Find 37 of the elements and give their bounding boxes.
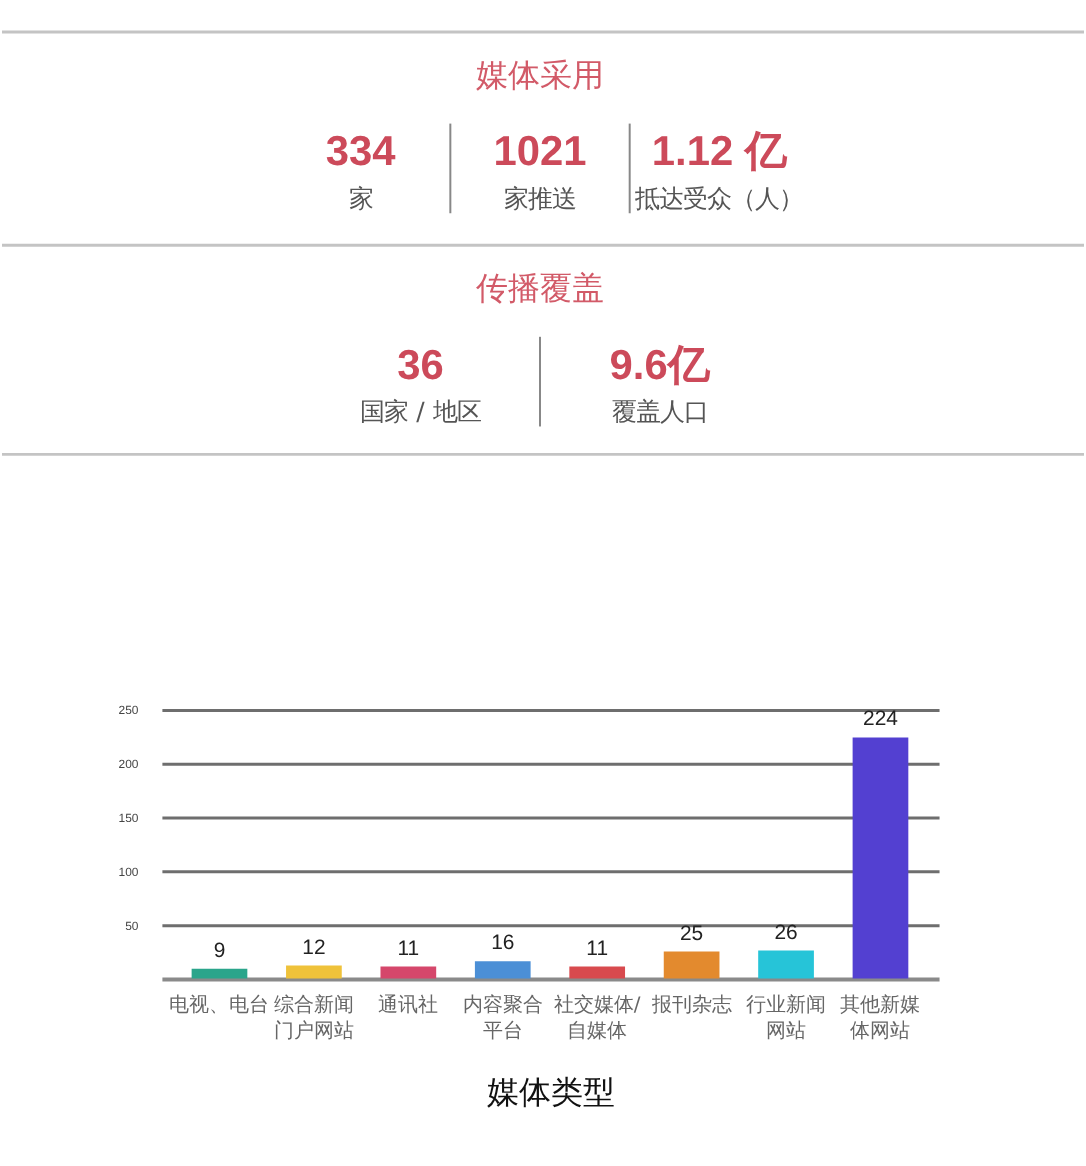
x-tick-label: 社交媒体/自媒体 [553,993,642,1044]
bar [191,968,248,979]
bar [569,966,626,979]
x-tick-label: 行业新闻网站 [746,993,827,1044]
text: 1021 [493,129,588,176]
x-tick-label: 电视、电台 [169,993,270,1018]
data-label: 11 [586,938,609,961]
text: 1.12 亿 [651,129,789,176]
text: 抵达受众（人） [633,183,804,214]
text: 9.6亿 [609,342,712,389]
bar [474,961,531,979]
bar [758,950,814,979]
bar [286,965,342,979]
x-tick-label: 内容聚合平台 [462,993,543,1044]
text: 覆盖人口 [611,396,708,427]
data-label: 12 [302,937,326,960]
data-label: 25 [679,923,704,946]
text: 传播覆盖 [476,268,605,307]
bar [380,966,437,979]
bar [852,737,909,979]
data-label: 11 [397,938,420,961]
x-tick-label: 其他新媒体网站 [840,993,921,1044]
data-label: 26 [774,922,799,945]
data-label: 16 [491,933,515,956]
text: 媒体采用 [476,55,605,94]
data-label: 9 [213,940,226,963]
text: 家 [348,183,373,214]
text: 家推送 [504,183,577,214]
x-axis-title: 媒体类型 [486,1072,615,1111]
x-tick-label: 报刊杂志 [649,993,732,1018]
text: 334 [325,129,397,176]
x-tick-label: 综合新闻门户网站 [273,993,354,1044]
text: 36 [397,342,444,389]
data-label: 224 [863,709,899,732]
bar [663,951,720,979]
x-tick-label: 通讯社 [378,993,439,1018]
text: 国家 / 地区 [360,396,481,427]
